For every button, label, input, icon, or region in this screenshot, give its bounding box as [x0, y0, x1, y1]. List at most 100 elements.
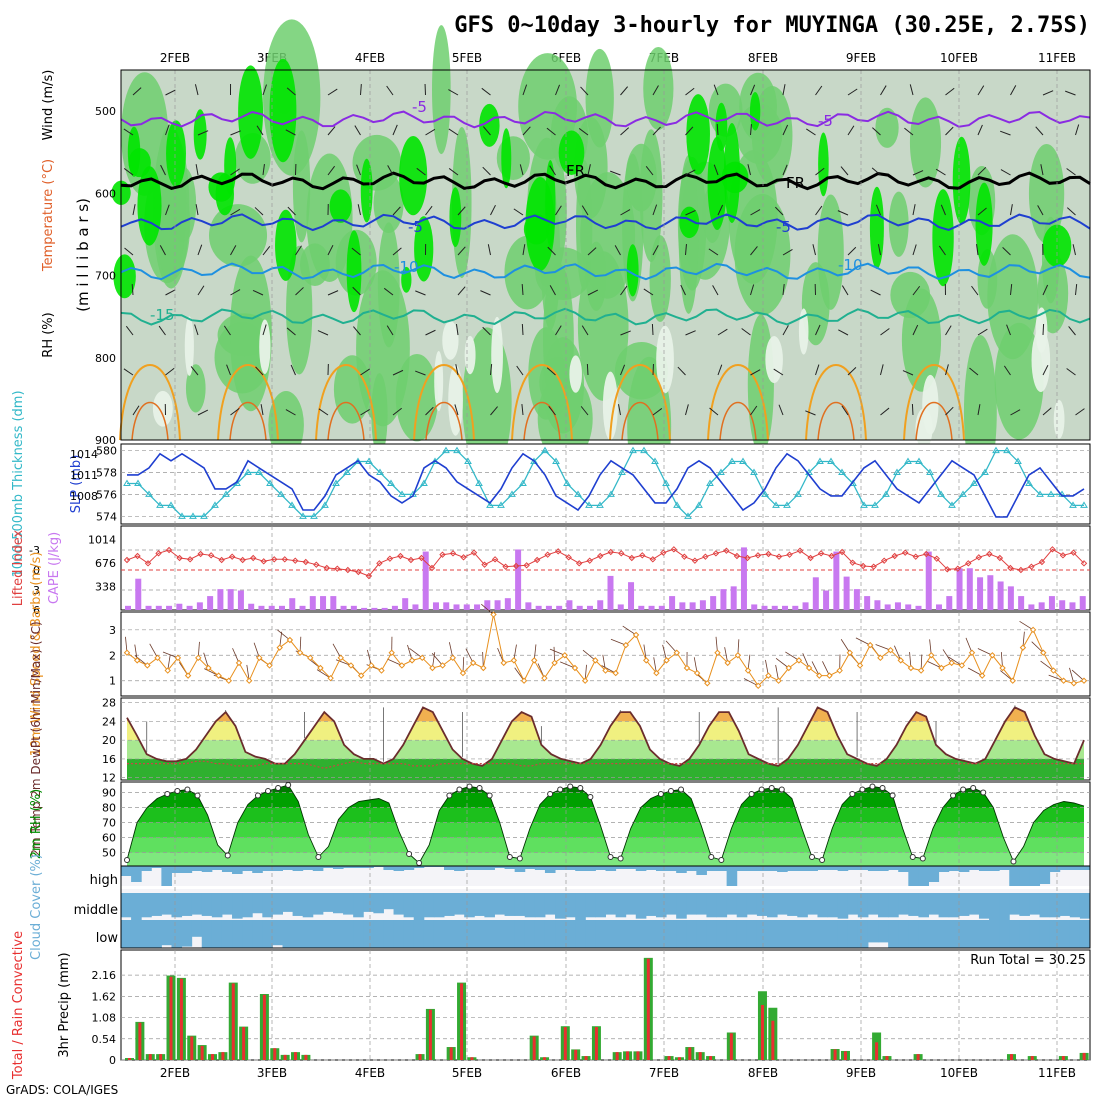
rh-moist-region	[875, 107, 899, 148]
cloud-cover-bar	[888, 920, 899, 948]
cloud-cover-bar	[393, 893, 405, 915]
cloud-cover-bar	[373, 893, 384, 914]
lifted-index-point	[355, 568, 362, 576]
cape-bar	[330, 596, 337, 610]
rh-point	[607, 854, 614, 860]
wind-barb	[327, 165, 336, 176]
wind-speed-point	[317, 664, 324, 672]
wind-barb	[1000, 169, 1011, 176]
cloud-cover-bar	[555, 866, 566, 870]
precip-convective-bar	[273, 1048, 277, 1060]
cloud-cover-bar	[787, 866, 798, 871]
cloud-cover-bar	[686, 866, 697, 871]
isotherm-label: FR	[786, 174, 805, 192]
wind-barb	[677, 366, 686, 376]
rh-point	[889, 792, 896, 799]
wind-speed-point	[133, 657, 141, 664]
cloud-cover-bar	[756, 920, 768, 948]
cloud-cover-bar	[625, 920, 637, 948]
cloud-cover-bar	[817, 893, 829, 918]
cloud-cover-bar	[837, 920, 849, 948]
wind-barb	[1000, 670, 1013, 682]
rh-point	[567, 783, 574, 790]
wind-barb	[620, 127, 630, 136]
rh-moist-region	[987, 234, 1039, 360]
wind-speed-point	[500, 659, 507, 667]
wind-speed-point	[531, 657, 538, 664]
cloud-cover-bar	[1019, 866, 1030, 886]
wind-barb	[360, 368, 370, 376]
wind-speed-point	[215, 672, 222, 679]
cape-bar	[535, 605, 542, 610]
cloud-cover-bar	[938, 893, 950, 918]
cloud-cover-bar	[242, 893, 253, 918]
wind-barb	[134, 655, 148, 666]
cloud-cover-bar	[655, 893, 667, 918]
pressure-tick-label: 900	[95, 434, 116, 447]
wind-barb	[285, 409, 296, 416]
cloud-cover-bar	[898, 893, 909, 915]
wind-barb	[743, 678, 759, 687]
rh-moist-region	[649, 235, 671, 322]
wind-barb	[945, 325, 952, 336]
lifted-index-point	[344, 566, 352, 574]
cloud-cover-bar	[474, 866, 485, 870]
cloud-cover-bar	[131, 866, 142, 882]
cloud-cover-bar	[514, 893, 526, 916]
wind-barb	[203, 652, 209, 669]
cloud-cover-bar	[423, 920, 435, 948]
wind-barb	[620, 86, 629, 96]
wind-barb	[457, 286, 466, 296]
cape-bar	[802, 602, 809, 610]
rh-moist-region	[1028, 143, 1065, 244]
lifted-index-tick-label: -3	[29, 544, 40, 557]
lifted-index-point	[439, 551, 446, 558]
wind-barb	[123, 128, 134, 136]
precip-convective-bar	[148, 1054, 152, 1060]
cape-bar	[525, 602, 532, 610]
cloud-cover-bar	[292, 920, 304, 948]
wind-barb	[1048, 674, 1064, 682]
cloud-cover-bar	[332, 866, 344, 869]
x-tick-top-label: 5FEB	[452, 51, 482, 65]
lifted-index-point	[670, 546, 678, 553]
wind-speed-point	[195, 654, 202, 662]
rh-dry-region	[1035, 307, 1048, 354]
cloud-cover-bar	[322, 893, 334, 912]
cloud-cover-bar	[928, 920, 940, 948]
cloud-cover-bar	[211, 893, 223, 918]
wind-speed-point	[683, 664, 691, 672]
x-tick-bottom-label: 11FEB	[1038, 1066, 1076, 1080]
cape-bar	[237, 590, 244, 610]
cloud-cover-bar	[867, 920, 879, 943]
wind-barb	[386, 325, 394, 336]
wind-speed-point	[490, 611, 497, 618]
hot-isotherm-arc	[817, 401, 855, 441]
cloud-cover-bar	[696, 866, 707, 875]
thickness-point	[343, 468, 351, 475]
warm-isotherm-arc	[217, 364, 279, 441]
lifted-index-point	[723, 547, 730, 554]
cloud-cover-bar	[161, 893, 172, 915]
thickness-point	[563, 479, 571, 486]
wind-barb	[295, 245, 302, 256]
rh-band	[127, 837, 1084, 853]
wind-speed-point	[887, 646, 894, 654]
thickness-point	[299, 512, 307, 519]
hot-isotherm-arc	[229, 401, 267, 441]
lifted-index-point	[313, 561, 320, 568]
cloud-cover-bar	[524, 893, 536, 918]
lifted-index-point	[660, 549, 667, 556]
wind-barb	[587, 289, 599, 296]
wind-barb	[912, 285, 921, 296]
rh-moist-region	[747, 314, 774, 455]
wind-barb	[357, 204, 361, 216]
wind-barb	[277, 629, 291, 641]
cape-bar	[987, 575, 994, 610]
cloud-cover-bar	[837, 866, 849, 871]
cloud-row-label: middle	[74, 903, 118, 918]
cloud-cover-bar	[948, 866, 960, 871]
thickness-point	[321, 501, 329, 508]
wind-barb	[645, 166, 654, 176]
thickness-point	[178, 512, 186, 519]
